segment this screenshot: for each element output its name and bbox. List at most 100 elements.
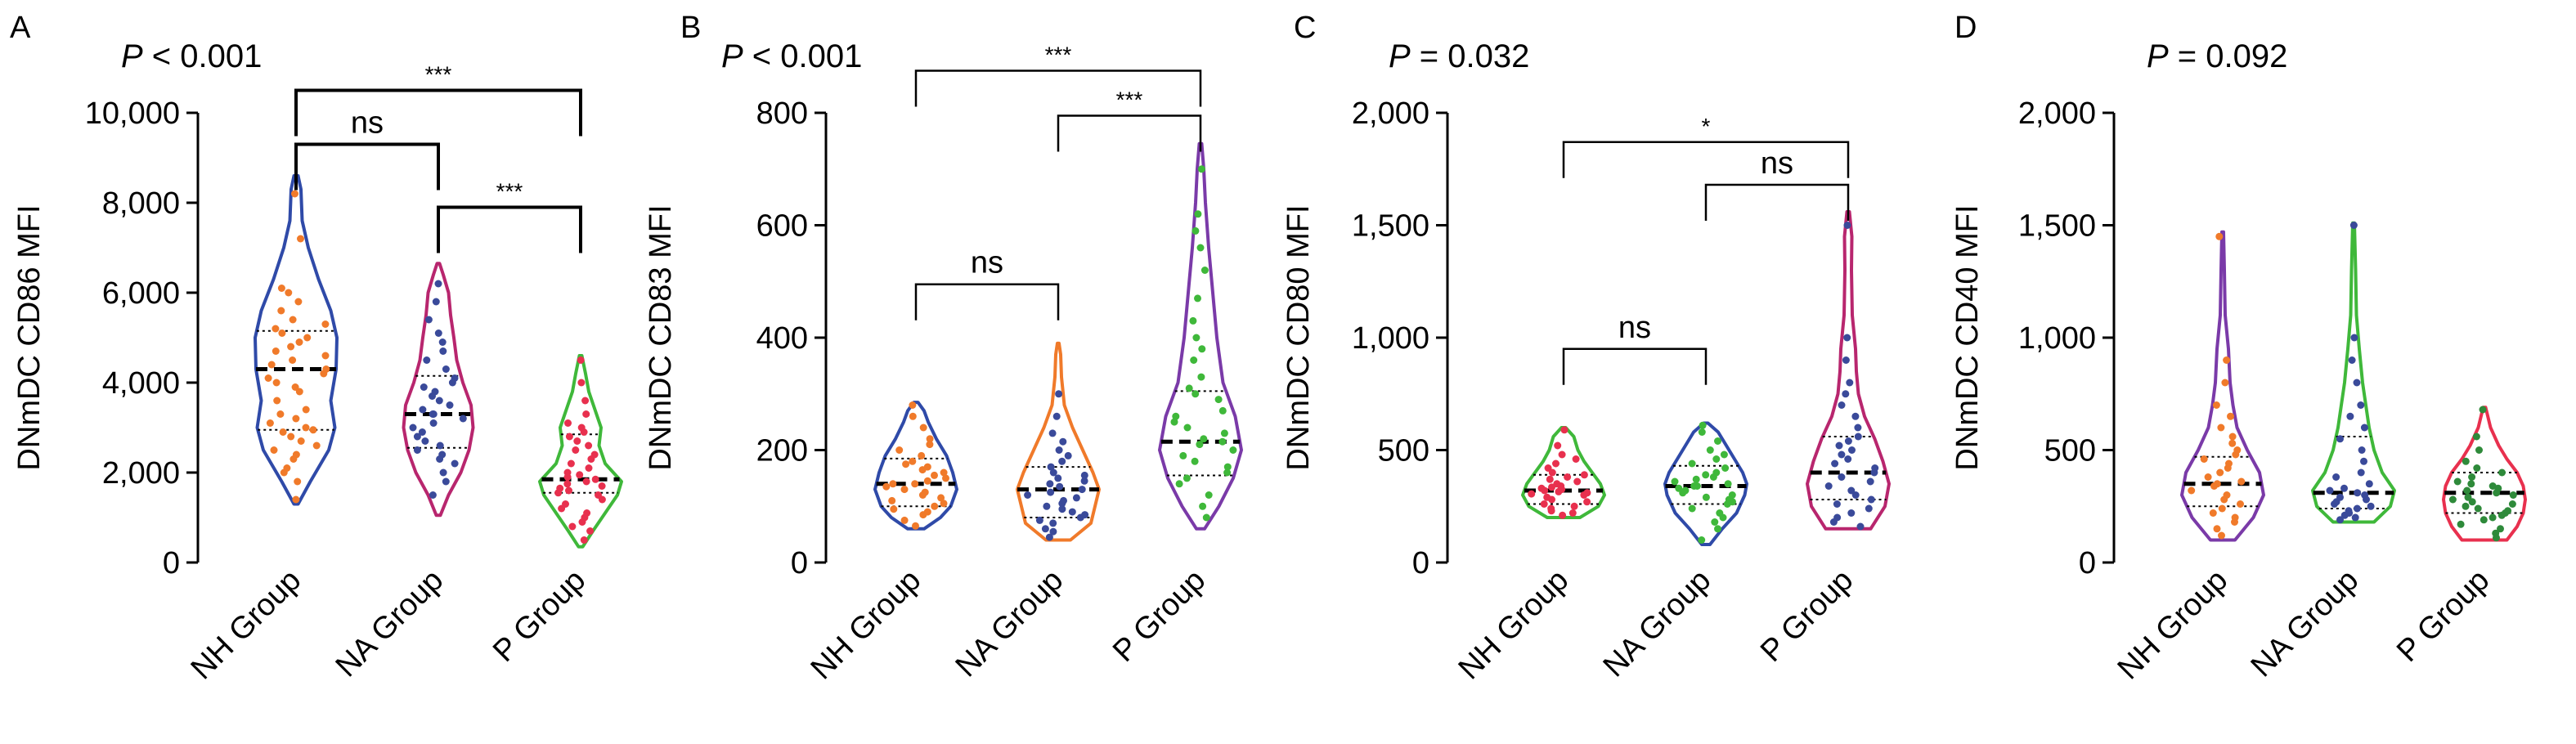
- data-point: [926, 441, 934, 449]
- data-point: [2225, 459, 2233, 468]
- data-point: [890, 505, 898, 513]
- panel-letter: A: [10, 11, 31, 45]
- data-point: [1041, 525, 1049, 533]
- data-point: [279, 428, 287, 436]
- data-point: [2453, 477, 2462, 486]
- violin-nh-group: [1521, 426, 1606, 519]
- data-point: [1714, 437, 1721, 445]
- data-point: [2223, 356, 2231, 364]
- data-point: [1580, 471, 1588, 479]
- violin-na-group: [1016, 341, 1101, 542]
- data-point: [931, 502, 939, 510]
- data-point: [1047, 488, 1055, 496]
- data-point: [451, 374, 459, 382]
- data-point: [1842, 356, 1850, 364]
- data-point: [1675, 484, 1683, 492]
- data-point: [1200, 267, 1209, 274]
- violin-outline: [402, 262, 475, 518]
- data-point: [2464, 493, 2472, 501]
- data-point: [1043, 502, 1051, 510]
- data-point: [436, 441, 444, 450]
- data-point: [563, 468, 572, 477]
- data-point: [2200, 455, 2208, 463]
- data-point: [576, 471, 584, 479]
- data-point: [292, 495, 300, 504]
- data-point: [312, 441, 321, 450]
- data-point: [409, 424, 417, 432]
- data-point: [418, 428, 426, 436]
- data-point: [439, 347, 447, 355]
- data-point: [1064, 451, 1072, 459]
- data-point: [582, 477, 590, 486]
- data-point: [1698, 536, 1706, 544]
- data-point: [1197, 373, 1205, 381]
- data-point: [2457, 520, 2465, 528]
- data-point: [1189, 316, 1197, 325]
- data-point: [919, 424, 927, 432]
- data-point: [302, 424, 310, 432]
- data-point: [1220, 429, 1228, 437]
- data-point: [303, 334, 312, 342]
- data-point: [2488, 482, 2497, 490]
- bracket-line: [294, 88, 582, 137]
- significance-label: ns: [1761, 146, 1793, 181]
- data-point: [1200, 435, 1208, 443]
- p-value-symbol: P: [2147, 38, 2169, 74]
- y-tick-label: 0: [2079, 546, 2096, 580]
- data-point: [446, 401, 454, 409]
- data-point: [1060, 496, 1067, 504]
- data-point: [1175, 480, 1183, 488]
- data-point: [285, 289, 293, 297]
- data-point: [2213, 480, 2221, 488]
- data-point: [1833, 500, 1841, 508]
- data-point: [2349, 222, 2358, 229]
- data-point: [909, 401, 917, 409]
- data-point: [1058, 457, 1066, 465]
- significance-label: ***: [496, 179, 523, 204]
- data-point: [272, 325, 280, 333]
- data-point: [1866, 477, 1874, 486]
- data-point: [292, 450, 300, 459]
- data-point: [1721, 464, 1730, 472]
- data-point: [580, 536, 588, 544]
- data-point: [2357, 401, 2365, 409]
- data-point: [1170, 418, 1178, 426]
- data-point: [2237, 500, 2244, 508]
- data-point: [2231, 513, 2239, 522]
- data-point: [423, 356, 431, 364]
- data-point: [564, 419, 572, 427]
- data-point: [2228, 439, 2237, 447]
- significance-bracket: ns: [294, 106, 440, 190]
- data-point: [2473, 464, 2481, 472]
- data-point: [937, 494, 945, 502]
- data-point: [2340, 484, 2348, 492]
- data-point: [289, 316, 297, 324]
- significance-bracket: ***: [914, 42, 1202, 107]
- data-point: [2360, 457, 2367, 465]
- y-tick-label: 0: [163, 546, 180, 580]
- data-point: [1229, 446, 1237, 454]
- bracket-line: [1562, 141, 1850, 178]
- x-tick-label: P Group: [2390, 563, 2496, 669]
- data-point: [283, 464, 291, 472]
- data-point: [291, 383, 299, 391]
- data-point: [1833, 513, 1842, 522]
- data-point: [289, 356, 297, 364]
- data-point: [1838, 473, 1846, 481]
- data-point: [287, 343, 295, 351]
- data-point: [1553, 480, 1561, 488]
- data-point: [585, 464, 593, 472]
- data-point: [2217, 424, 2225, 432]
- data-point: [1854, 424, 1862, 432]
- data-point: [1844, 437, 1852, 445]
- data-point: [294, 477, 302, 486]
- panel-a: A P < 0.001 DNmDC CD86 MFI 0 2,000 4,000 6,000…: [10, 11, 623, 686]
- p-value-statement: = 0.032: [1411, 38, 1530, 74]
- data-point: [2336, 493, 2344, 501]
- significance-label: ns: [351, 106, 384, 141]
- data-point: [1851, 491, 1860, 499]
- data-point: [1055, 446, 1063, 454]
- data-point: [2504, 507, 2512, 515]
- bracket-line: [1057, 114, 1202, 152]
- p-value-text: P = 0.032: [1389, 38, 1529, 74]
